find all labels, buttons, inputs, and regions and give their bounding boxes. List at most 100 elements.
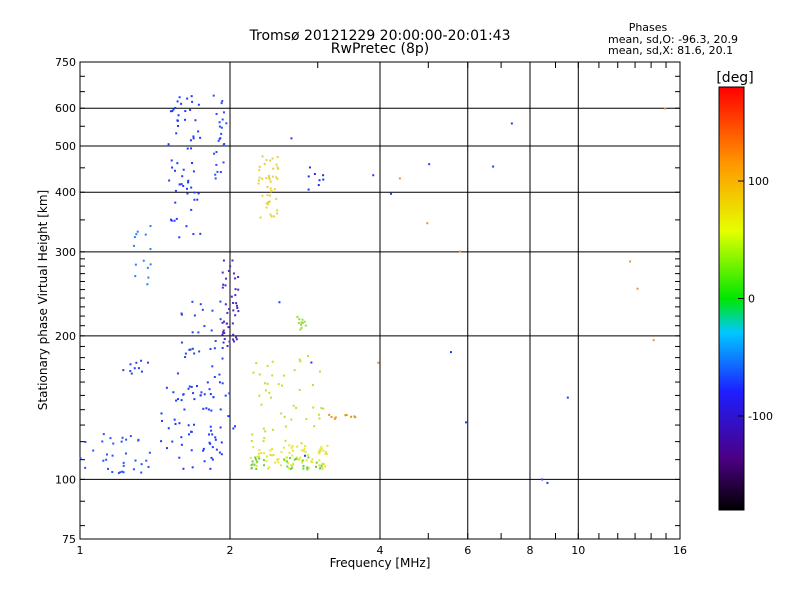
data-point xyxy=(171,440,174,443)
data-point xyxy=(269,180,272,183)
data-point xyxy=(257,182,260,185)
data-point xyxy=(235,302,238,305)
data-point xyxy=(250,439,253,442)
data-point xyxy=(260,403,263,406)
data-point xyxy=(209,467,212,470)
data-point xyxy=(122,369,125,372)
data-point xyxy=(258,373,261,376)
data-point xyxy=(213,347,216,350)
data-point xyxy=(232,309,235,312)
data-point xyxy=(187,424,190,427)
data-point xyxy=(218,125,221,128)
data-point xyxy=(249,456,252,459)
data-point xyxy=(228,340,231,343)
data-point xyxy=(178,422,181,425)
data-point xyxy=(266,186,269,189)
data-point xyxy=(214,177,217,180)
data-point xyxy=(192,170,195,173)
data-point xyxy=(146,283,149,286)
data-point xyxy=(221,286,224,289)
data-point xyxy=(304,445,307,448)
data-point xyxy=(322,178,325,181)
data-point xyxy=(187,387,190,390)
data-point xyxy=(319,448,322,451)
data-point xyxy=(170,159,173,162)
data-point xyxy=(129,363,132,366)
data-point xyxy=(211,433,214,436)
data-point xyxy=(102,459,105,462)
data-point xyxy=(232,301,235,304)
data-point xyxy=(301,459,304,462)
x-tick-label: 2 xyxy=(227,544,234,557)
data-point xyxy=(265,177,268,180)
data-point xyxy=(175,132,178,135)
data-point xyxy=(192,392,195,395)
data-point xyxy=(318,452,321,455)
data-point xyxy=(210,409,213,412)
data-point xyxy=(182,168,185,171)
data-point xyxy=(215,163,218,166)
data-point xyxy=(234,277,237,280)
data-point xyxy=(205,407,208,410)
data-point xyxy=(190,147,193,150)
data-point xyxy=(233,425,236,428)
data-point xyxy=(203,393,206,396)
data-point xyxy=(263,162,266,165)
data-point xyxy=(290,137,293,140)
data-point xyxy=(269,187,272,190)
data-point xyxy=(267,174,270,177)
data-point xyxy=(268,391,271,394)
data-point xyxy=(133,367,136,370)
data-point xyxy=(218,451,221,454)
data-point xyxy=(324,465,327,468)
data-point xyxy=(218,381,221,384)
data-point xyxy=(262,459,265,462)
data-point xyxy=(135,233,138,236)
data-point xyxy=(189,108,192,111)
data-point xyxy=(185,225,188,228)
data-point xyxy=(320,447,323,450)
data-point xyxy=(160,412,163,415)
data-point xyxy=(133,236,136,239)
data-point xyxy=(187,181,190,184)
data-point xyxy=(293,458,296,461)
data-point xyxy=(269,449,272,452)
data-point xyxy=(263,452,266,455)
data-point xyxy=(142,259,145,262)
data-point xyxy=(304,454,307,457)
colorbar-ticks: 100 0 -100 xyxy=(738,175,773,423)
data-point xyxy=(140,359,143,362)
data-point xyxy=(330,416,333,419)
data-point xyxy=(189,139,192,142)
data-point xyxy=(221,347,224,350)
x-tick-label: 6 xyxy=(464,544,471,557)
data-point xyxy=(271,374,274,377)
data-point xyxy=(636,287,639,290)
data-point xyxy=(289,457,292,460)
data-point xyxy=(176,398,179,401)
phase-box-line-o: mean, sd,O: -96.3, 20.9 xyxy=(608,33,738,46)
data-point xyxy=(145,459,148,462)
data-point xyxy=(321,466,324,469)
data-point xyxy=(149,248,152,251)
data-point xyxy=(209,425,212,428)
data-point xyxy=(105,453,108,456)
data-point xyxy=(174,422,177,425)
data-point xyxy=(259,216,262,219)
data-point xyxy=(300,326,303,329)
data-point xyxy=(264,430,267,433)
data-point xyxy=(221,321,224,324)
data-point xyxy=(324,452,327,455)
data-point xyxy=(185,187,188,190)
data-point xyxy=(318,179,321,182)
data-point xyxy=(322,463,325,466)
data-point xyxy=(297,322,300,325)
data-point xyxy=(183,408,186,411)
data-point xyxy=(175,217,178,220)
data-point xyxy=(345,414,348,417)
data-point xyxy=(224,284,227,287)
data-point xyxy=(199,303,202,306)
data-point xyxy=(178,183,181,186)
data-point xyxy=(232,427,235,430)
data-point xyxy=(184,356,187,359)
